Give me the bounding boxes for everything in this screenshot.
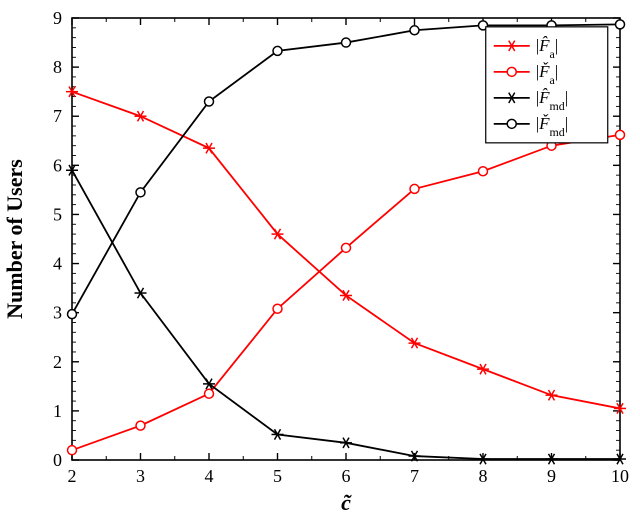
y-tick-label: 2 — [53, 352, 62, 372]
y-tick-label: 5 — [53, 204, 62, 224]
y-tick-label: 4 — [53, 254, 62, 274]
x-tick-label: 8 — [479, 466, 488, 486]
y-tick-label: 7 — [53, 106, 62, 126]
y-tick-label: 1 — [53, 401, 62, 421]
y-tick-label: 6 — [53, 155, 62, 175]
x-tick-label: 5 — [273, 466, 282, 486]
y-tick-label: 9 — [53, 8, 62, 28]
x-tick-label: 7 — [410, 466, 419, 486]
x-tick-label: 6 — [342, 466, 351, 486]
y-axis-title: Number of Users — [2, 159, 27, 319]
y-tick-label: 0 — [53, 450, 62, 470]
x-tick-label: 2 — [68, 466, 77, 486]
line-chart: 2 3 4 5 6 7 8 9 10 0 1 2 3 4 5 6 7 8 9 c̃ Number of Users |F̂… — [0, 0, 640, 522]
x-tick-label: 9 — [547, 466, 556, 486]
x-axis-title: c̃ — [341, 490, 352, 515]
y-tick-label: 3 — [53, 303, 62, 323]
x-tick-label: 4 — [205, 466, 214, 486]
x-tick-label: 10 — [611, 466, 629, 486]
legend: |F̂a||F̌a||F̂md||F̌md| — [486, 27, 608, 143]
x-tick-label: 3 — [136, 466, 145, 486]
y-tick-label: 8 — [53, 57, 62, 77]
